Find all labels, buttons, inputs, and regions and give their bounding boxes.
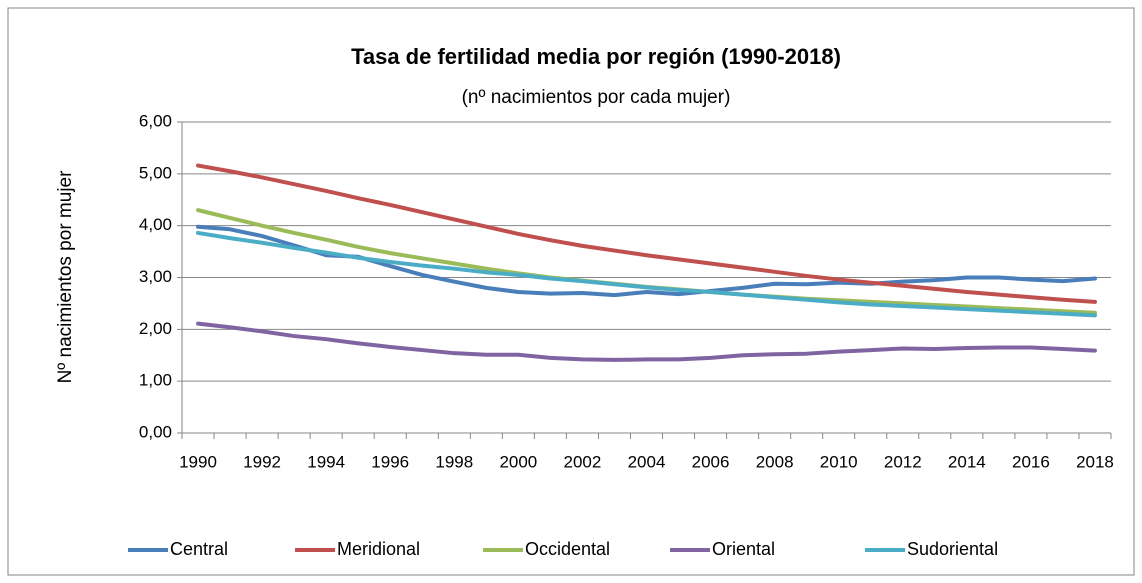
x-tick-label: 2000 (499, 452, 537, 471)
x-tick-label: 2008 (756, 452, 794, 471)
x-tick-label: 2014 (948, 452, 986, 471)
y-tick-label: 3,00 (139, 267, 172, 286)
y-tick-label: 6,00 (139, 111, 172, 130)
x-tick-label: 1990 (179, 452, 217, 471)
chart-subtitle: (nº nacimientos por cada mujer) (462, 87, 731, 108)
series-line (196, 163, 1097, 304)
y-tick-label: 4,00 (139, 215, 172, 234)
y-axis-label: Nº nacimientos por mujer (55, 170, 76, 384)
legend-label: Occidental (525, 539, 610, 559)
legend-label: Central (170, 539, 228, 559)
x-tick-label: 2010 (820, 452, 858, 471)
x-tick-label: 1994 (307, 452, 345, 471)
x-tick-label: 2006 (692, 452, 730, 471)
x-tick-label: 1996 (371, 452, 409, 471)
x-tick-label: 2002 (564, 452, 602, 471)
x-tick-label: 2004 (628, 452, 666, 471)
series-line (196, 230, 1097, 318)
chart-title: Tasa de fertilidad media por región (199… (351, 44, 841, 69)
x-tick-label: 1992 (243, 452, 281, 471)
y-tick-label: 0,00 (139, 422, 172, 441)
y-tick-label: 2,00 (139, 319, 172, 338)
x-tick-label: 2018 (1076, 452, 1114, 471)
legend-label: Sudoriental (907, 539, 998, 559)
legend-label: Oriental (712, 539, 775, 559)
x-tick-label: 2012 (884, 452, 922, 471)
x-tick-label: 1998 (435, 452, 473, 471)
x-tick-label: 2016 (1012, 452, 1050, 471)
y-tick-label: 5,00 (139, 163, 172, 182)
y-tick-label: 1,00 (139, 371, 172, 390)
series-line (196, 321, 1097, 362)
legend-label: Meridional (337, 539, 420, 559)
